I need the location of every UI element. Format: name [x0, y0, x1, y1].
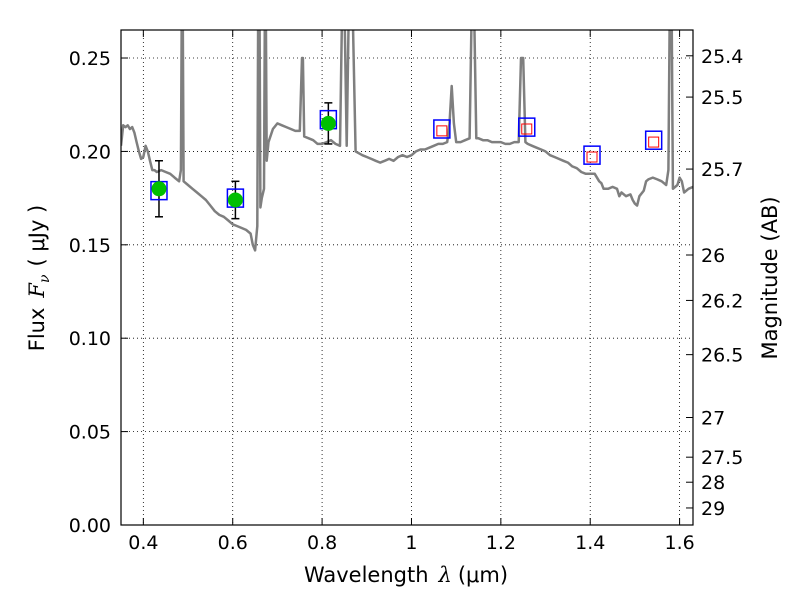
mag-tick-label: 26.2: [701, 290, 743, 312]
x-axis-label: Wavelength λ (μm): [304, 563, 508, 587]
y-tick-label: 0.00: [69, 515, 111, 537]
mag-tick-label: 25.4: [701, 46, 743, 68]
mag-tick-label: 27: [701, 408, 725, 430]
x-tick-label: 0.8: [307, 532, 337, 554]
x-tick-label: 0.4: [128, 532, 158, 554]
model-box-marker: [583, 145, 601, 165]
mag-tick-label: 25.5: [701, 87, 743, 109]
observed-point: [227, 192, 243, 208]
plot-frame: [120, 29, 694, 526]
predicted-marker: [648, 136, 660, 148]
x-tick-label: 1.2: [486, 532, 516, 554]
mag-tick-label: 28: [701, 472, 725, 494]
x-tick-label: 1.4: [575, 532, 605, 554]
predicted-marker: [436, 125, 448, 137]
observed-point: [151, 181, 167, 197]
mag-tick-label: 27.5: [701, 447, 743, 469]
x-tick-label: 1.6: [664, 532, 694, 554]
sed-model-line: [121, 30, 693, 252]
y-tick-label: 0.20: [69, 141, 111, 163]
predicted-marker: [586, 151, 598, 163]
model-box-marker: [644, 130, 663, 150]
y-axis-right-label: Magnitude (AB): [758, 196, 782, 359]
plot-area: [121, 30, 693, 252]
y-tick-label: 0.25: [69, 48, 111, 70]
mag-tick-label: 29: [701, 498, 725, 520]
mag-tick-label: 26.5: [701, 345, 743, 367]
x-tick-label: 0.6: [218, 532, 248, 554]
model-box-marker: [518, 117, 536, 137]
observed-point: [320, 115, 336, 131]
model-box-marker: [433, 119, 451, 139]
y-tick-label: 0.05: [69, 422, 111, 444]
mag-tick-label: 26: [701, 245, 725, 267]
axis-ticks: 0.4 0.6 0.8 1 1.2 1.4 1.6 0.00 0.05 0.10 0.15 0.20 0…: [69, 30, 743, 554]
predicted-marker: [521, 123, 533, 135]
mag-tick-label: 25.7: [701, 159, 743, 181]
y-tick-label: 0.10: [69, 328, 111, 350]
y-axis-label: FluxFν( μJy ): [25, 205, 53, 351]
x-tick-label: 1: [405, 532, 417, 554]
y-tick-label: 0.15: [69, 235, 111, 257]
